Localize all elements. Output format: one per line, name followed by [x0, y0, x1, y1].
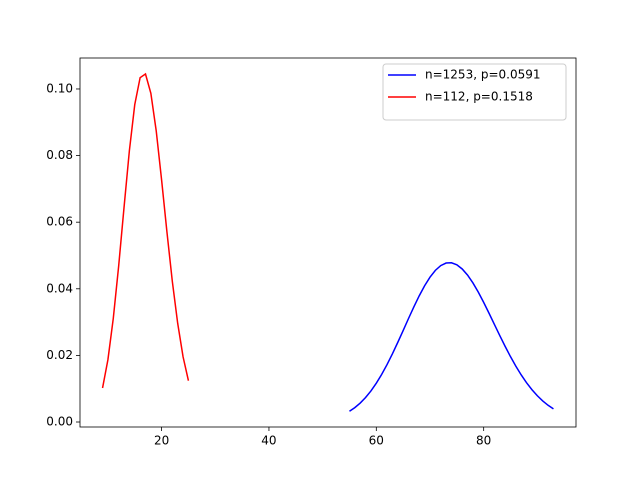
- legend-label: n=112, p=0.1518: [425, 90, 533, 104]
- plot-frame: [79, 57, 577, 428]
- legend-label: n=1253, p=0.0591: [425, 68, 541, 82]
- legend: n=1253, p=0.0591 n=112, p=0.1518: [382, 63, 567, 121]
- y-tick-label: 0.00: [46, 415, 73, 429]
- y-tick-label: 0.06: [46, 215, 73, 229]
- y-tick-label: 0.08: [46, 148, 73, 162]
- data-line: [349, 262, 554, 412]
- data-line: [101, 72, 190, 389]
- x-tick-label: 60: [369, 434, 384, 448]
- x-tick-label: 80: [476, 434, 491, 448]
- legend-box: [382, 63, 567, 121]
- x-tick-label: 20: [154, 434, 169, 448]
- y-tick-label: 0.04: [46, 281, 73, 295]
- y-tick-label: 0.10: [46, 81, 73, 95]
- x-tick-label: 40: [261, 434, 276, 448]
- y-tick-label: 0.02: [46, 348, 73, 362]
